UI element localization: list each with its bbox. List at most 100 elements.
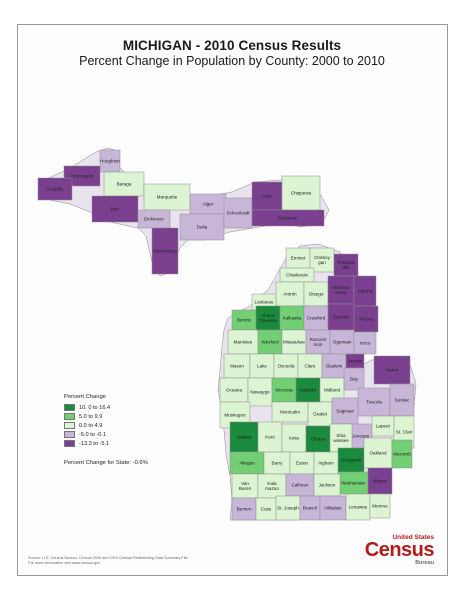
county-chippewa <box>281 175 321 211</box>
county-label: Oceana <box>226 388 243 393</box>
county-label: Van Buren <box>239 481 252 491</box>
county-label: Kala mazoo <box>265 481 279 491</box>
county-label: Macomb <box>393 452 411 457</box>
source-line: Source: U.S. Census Bureau, Census 2000 … <box>28 556 188 560</box>
county-label: Clare <box>305 364 316 369</box>
county-bay <box>343 367 365 391</box>
county-label: Muskegon <box>224 413 246 418</box>
county-sanilac <box>389 383 415 417</box>
county-label: Midland <box>324 388 341 393</box>
county-label: Mackinac <box>278 216 298 221</box>
legend-swatch <box>64 431 75 438</box>
county-label: St. Joseph <box>277 506 299 511</box>
legend-item: -13.3 to -5.1 <box>64 439 110 448</box>
county-gogebic <box>37 177 73 201</box>
county-label: Ingham <box>318 461 333 466</box>
county-label: Gogebic <box>46 187 64 192</box>
county-label: Menominee <box>153 249 177 254</box>
county-label: St. Clair <box>396 430 413 435</box>
county-label: Ionia <box>289 436 299 441</box>
county-label: Isabella <box>300 388 316 393</box>
county-label: Lenawee <box>349 505 368 510</box>
legend-item: 5.0 to 9.9 <box>64 412 110 421</box>
county-grand-traverse <box>255 305 281 331</box>
county-label: Wexford <box>261 340 278 345</box>
legend-item: 10. 0 to 16.4 <box>64 403 110 412</box>
county-mecosta <box>271 377 297 403</box>
county-monroe <box>369 493 391 519</box>
county-alcona <box>353 305 379 333</box>
county-wayne <box>367 467 393 495</box>
county-label: Osceola <box>278 364 295 369</box>
county-label: Lapeer <box>376 424 391 429</box>
county-menominee <box>151 227 179 275</box>
county-label: Genesee <box>351 434 370 439</box>
county-label: Marquette <box>157 195 178 200</box>
county-label: Baraga <box>117 182 132 187</box>
county-lenawee <box>345 493 371 521</box>
county-label: Allegan <box>239 461 255 466</box>
source-note: Source: U.S. Census Bureau, Census 2000 … <box>28 556 188 566</box>
legend-label: 5.0 to 9.9 <box>79 413 103 420</box>
county-label: Cheboy gan <box>314 255 331 265</box>
county-label: Cass <box>261 507 272 512</box>
logo-united-states: United States <box>392 534 434 541</box>
county-label: Delta <box>197 225 208 230</box>
county-label: Luce <box>262 194 272 199</box>
legend-label: -13.3 to -5.1 <box>79 440 110 447</box>
county-label: Kalkaska <box>283 316 302 321</box>
county-label: Crawford <box>307 316 326 321</box>
county-label: Houghton <box>100 159 120 164</box>
county-manistee <box>227 329 259 355</box>
legend-label: 0.0 to 4.9 <box>79 422 103 429</box>
county-label: Monroe <box>372 504 388 509</box>
county-livingston <box>337 447 365 473</box>
legend-swatch <box>64 422 75 429</box>
county-label: Iron <box>111 207 119 212</box>
map-legend: Percent Change 10. 0 to 16.4 5.0 to 9.9 0.… <box>64 394 110 448</box>
legend-swatch <box>64 440 75 447</box>
county-ontonagon <box>63 165 101 187</box>
county-label: Oscoda <box>333 315 349 320</box>
county-st-joseph <box>275 495 301 521</box>
county-label: Montcalm <box>280 410 300 415</box>
county-label: Manistee <box>234 340 253 345</box>
county-label: Livingston <box>341 458 362 463</box>
county-label: Montmo-rency <box>332 285 351 295</box>
county-label: Grand Traverse <box>259 313 277 323</box>
county-label: Alcona <box>359 317 373 322</box>
county-label: Dickinson <box>144 217 164 222</box>
county-label: Benzie <box>237 318 251 323</box>
county-newaygo <box>247 377 273 407</box>
county-label: Leelanau <box>255 300 274 305</box>
legend-item: 0.0 to 4.9 <box>64 421 110 430</box>
county-label: Clinton <box>311 437 326 442</box>
county-ottawa <box>229 421 259 453</box>
county-mason <box>223 353 251 379</box>
county-label: Hillsdale <box>324 506 342 511</box>
county-tuscola <box>357 387 391 417</box>
county-marquette <box>143 183 191 211</box>
county-van-buren <box>231 473 259 499</box>
county-label: Lake <box>257 364 267 369</box>
county-label: Mason <box>230 364 244 369</box>
county-label: Calhoun <box>291 483 309 488</box>
county-label: Branch <box>303 506 318 511</box>
county-clare <box>297 353 323 379</box>
county-label: Charlevoix <box>286 273 308 278</box>
legend-title: Percent Change <box>64 394 106 400</box>
county-label: Sanilac <box>394 398 410 403</box>
county-oceana <box>219 377 249 403</box>
legend-rows: 10. 0 to 16.4 5.0 to 9.9 0.0 to 4.9 -5.0 to… <box>64 403 110 448</box>
county-missaukee <box>281 329 307 355</box>
county-label: Presque Isle <box>337 260 355 270</box>
county-label: Berrien <box>237 507 252 512</box>
county-iron <box>91 195 139 223</box>
state-change-note: Percent Change for State: -0.6% <box>64 460 148 466</box>
county-label: Antrim <box>283 292 296 297</box>
census-bureau-logo: United States Census Bureau <box>356 534 435 566</box>
county-label: Saginaw <box>336 409 354 414</box>
legend-label: 10. 0 to 16.4 <box>79 404 111 411</box>
county-label: Tuscola <box>366 400 382 405</box>
